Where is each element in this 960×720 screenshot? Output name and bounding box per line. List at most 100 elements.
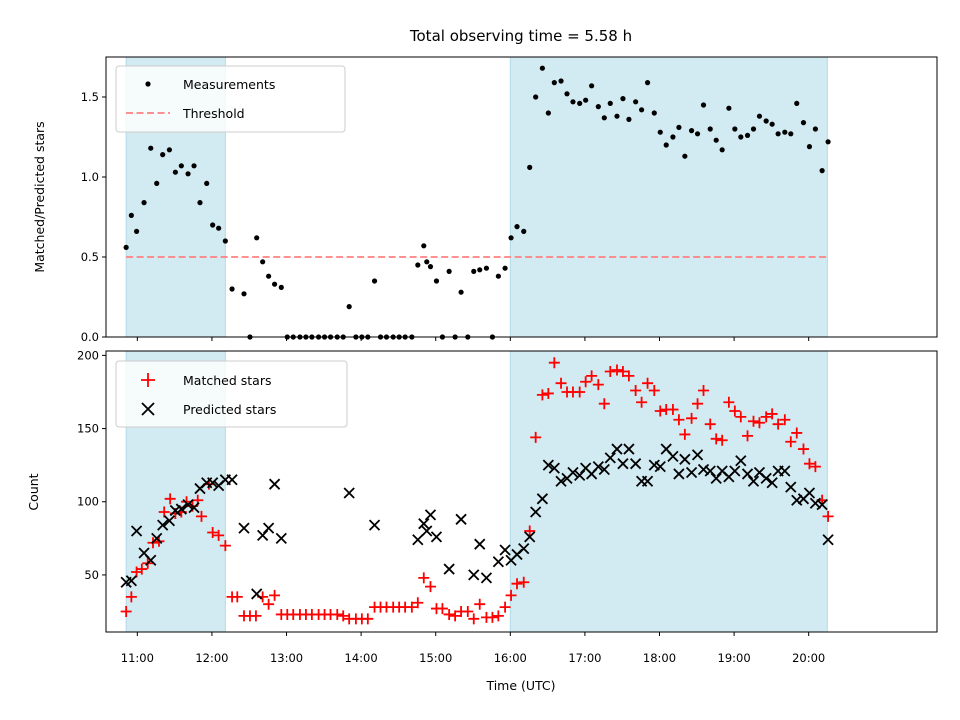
predicted-star-point	[791, 494, 803, 506]
predicted-star-point	[251, 588, 263, 600]
y-tick-label: 50	[84, 568, 99, 582]
measurement-point	[644, 80, 651, 86]
matched-star-point	[136, 563, 148, 575]
predicted-legend-marker	[141, 402, 155, 416]
x-tick-label: 13:00	[270, 651, 303, 665]
predicted-star-point	[125, 575, 137, 587]
matched-star-point	[231, 591, 243, 603]
measurement-point	[278, 284, 284, 290]
predicted-star-point	[803, 487, 816, 499]
y-tick-label: 0.0	[81, 330, 99, 344]
matched-star-point	[673, 414, 685, 426]
matched-star-point	[412, 597, 424, 609]
measurement-point	[663, 142, 669, 148]
measurement-point	[148, 145, 154, 151]
measurement-point	[446, 268, 452, 274]
predicted-star-point	[704, 465, 716, 477]
matched-star-point	[747, 415, 759, 427]
measurement-point	[191, 163, 197, 169]
y-tick-label: 1.0	[81, 170, 99, 184]
measurement-point	[626, 116, 632, 122]
matched-star-point	[424, 581, 436, 593]
measurement-point	[670, 134, 676, 140]
predicted-star-point	[182, 499, 194, 511]
predicted-star-point	[163, 515, 176, 527]
matched-star-point	[125, 591, 137, 603]
matched-star-point	[611, 364, 623, 376]
predicted-legend-label: Predicted stars	[183, 402, 276, 417]
top-x-ticks	[136, 337, 810, 341]
predicted-star-point	[623, 443, 635, 455]
matched-legend-label: Matched stars	[183, 373, 271, 388]
matched-star-point	[499, 601, 511, 613]
count-points	[120, 357, 834, 625]
measurement-point	[521, 228, 527, 234]
measurement-point	[172, 169, 178, 175]
matched-star-point	[636, 396, 648, 408]
matched-star-point	[586, 370, 598, 382]
measurement-point	[583, 97, 589, 103]
measurement-point	[533, 94, 539, 100]
x-tick-label: 16:00	[494, 651, 527, 665]
matched-star-point	[704, 418, 716, 430]
measurement-point	[794, 100, 800, 106]
measurement-point	[346, 304, 352, 310]
measurement-point	[806, 144, 813, 150]
matched-star-point	[580, 376, 592, 388]
measurement-point	[471, 268, 477, 274]
bottom-shaded-spans	[125, 350, 828, 633]
measurement-point	[433, 278, 440, 284]
x-tick-label: 11:00	[121, 651, 154, 665]
matched-star-point	[542, 387, 554, 399]
matched-star-point	[555, 377, 567, 389]
bottom-axes-frame	[105, 350, 938, 633]
measurement-point	[726, 105, 732, 111]
measurement-point	[123, 244, 129, 250]
shaded-span	[509, 56, 828, 338]
predicted-star-point	[530, 506, 542, 518]
bottom-x-ticks: 11:00 12:00 13:00 14:00 15:00 16:00 17:00 18:00…	[121, 632, 825, 665]
matched-star-point	[250, 610, 262, 622]
matched-star-point	[809, 461, 821, 473]
measurement-point	[185, 171, 191, 177]
predicted-star-point	[617, 458, 629, 470]
measurement-point	[607, 100, 613, 106]
matched-star-point	[803, 458, 815, 470]
measurement-point	[719, 147, 725, 153]
x-tick-label: 19:00	[718, 651, 751, 665]
predicted-star-point	[430, 531, 443, 543]
measurement-point	[688, 128, 695, 134]
predicted-star-point	[779, 465, 791, 477]
top-legend-box	[115, 65, 346, 133]
measurement-point	[750, 126, 757, 132]
matched-star-point	[679, 428, 691, 440]
matched-star-point	[548, 357, 560, 369]
predicted-star-point	[421, 525, 433, 537]
predicted-star-point	[785, 481, 797, 493]
measurement-point	[545, 110, 551, 116]
measurement-point	[154, 180, 160, 186]
matched-star-point	[449, 610, 461, 622]
matched-star-point	[406, 601, 418, 613]
matched-star-point	[729, 405, 741, 417]
predicted-star-point	[691, 449, 704, 461]
measurement-point	[700, 102, 707, 108]
matched-star-point	[462, 606, 474, 618]
shaded-span	[509, 350, 828, 633]
predicted-star-point	[151, 532, 163, 544]
matched-star-point	[263, 598, 275, 610]
measurement-point	[825, 139, 831, 145]
measurement-point	[713, 137, 719, 143]
matched-star-point	[164, 493, 176, 505]
predicted-star-point	[130, 525, 143, 537]
predicted-star-point	[747, 475, 760, 487]
matched-star-point	[772, 418, 784, 430]
predicted-star-point	[735, 455, 747, 467]
top-legend: Measurements Threshold	[115, 65, 346, 133]
measurement-point	[812, 126, 819, 132]
matched-star-point	[486, 611, 498, 623]
matched-star-point	[337, 610, 349, 622]
predicted-star-point	[499, 544, 511, 556]
predicted-star-point	[262, 522, 275, 534]
matched-star-point	[511, 578, 523, 590]
